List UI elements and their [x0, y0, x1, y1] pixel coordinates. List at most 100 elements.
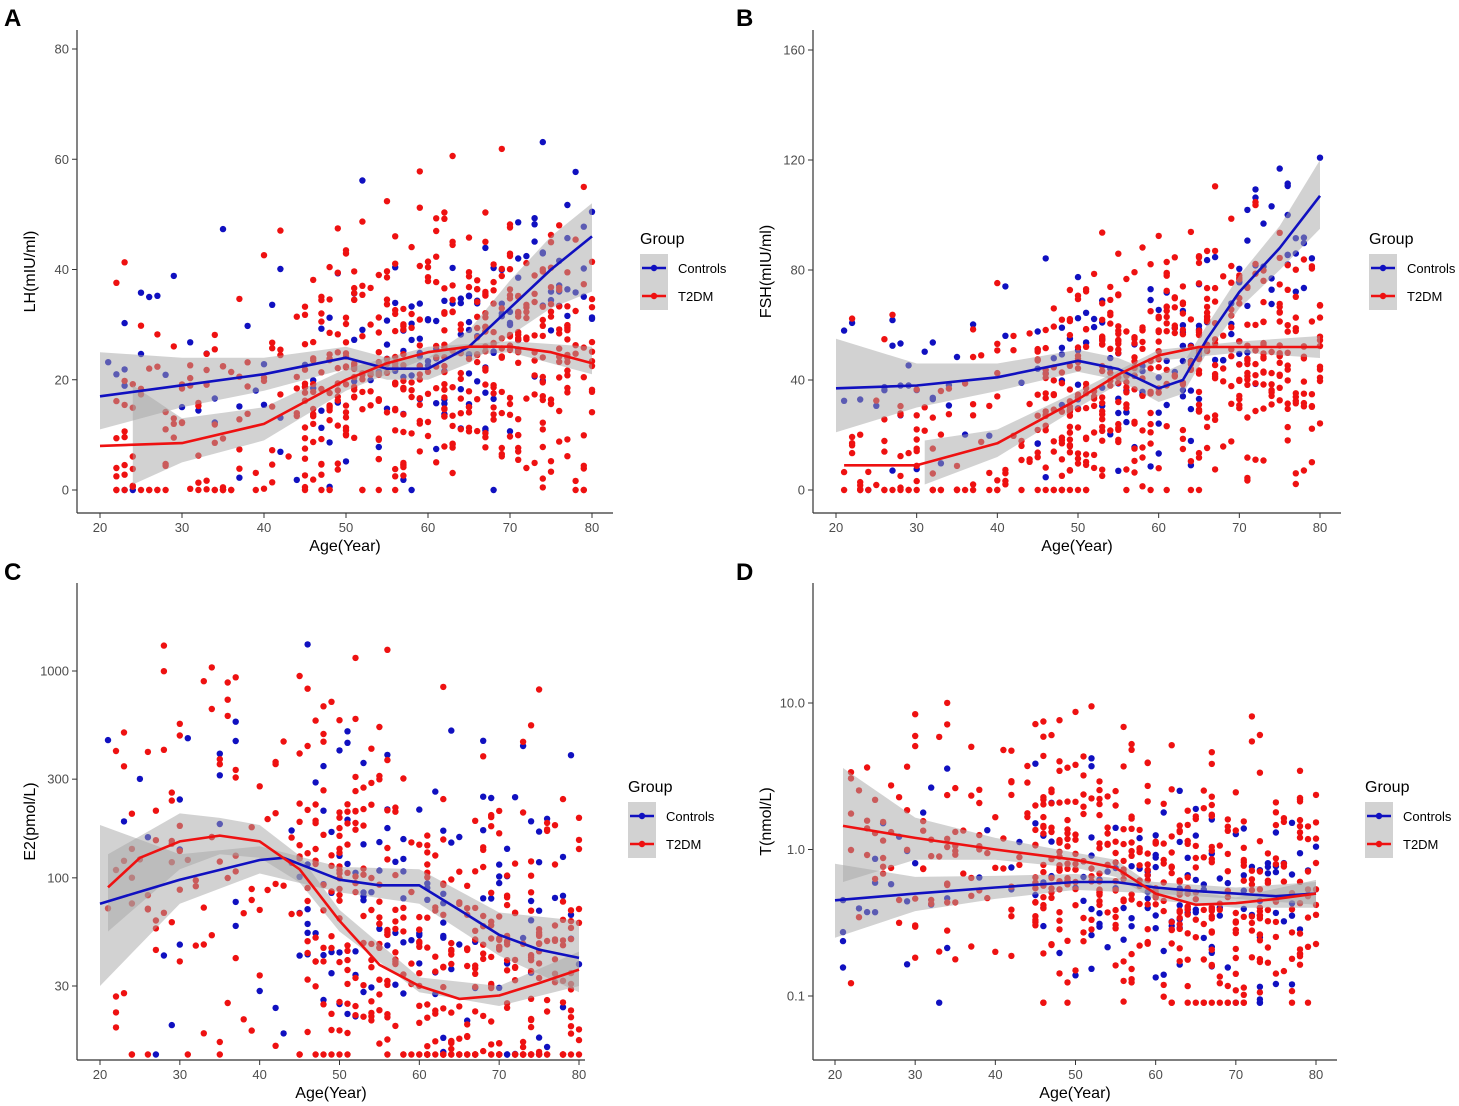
- data-point: [1123, 275, 1130, 283]
- data-point: [310, 410, 317, 418]
- data-point: [1260, 457, 1267, 464]
- data-point: [1176, 787, 1183, 794]
- data-point: [1264, 850, 1272, 857]
- data-point: [1064, 999, 1071, 1006]
- y-tick-label: 80: [55, 42, 69, 57]
- data-point: [1176, 925, 1183, 933]
- data-point: [318, 435, 325, 443]
- data-point: [449, 264, 456, 272]
- data-point: [392, 473, 399, 480]
- x-tick-label: 50: [1068, 1067, 1082, 1082]
- data-point: [383, 341, 391, 348]
- data-point: [384, 751, 391, 759]
- data-point: [416, 960, 423, 967]
- legend-key-point: [1379, 292, 1387, 300]
- data-point: [342, 414, 350, 421]
- data-point: [976, 799, 983, 807]
- data-point: [441, 209, 448, 216]
- data-point: [1171, 254, 1179, 261]
- data-point: [953, 353, 961, 361]
- data-point: [376, 976, 383, 983]
- data-point: [456, 868, 463, 875]
- data-point: [1276, 308, 1283, 316]
- data-point: [968, 792, 975, 799]
- data-point: [301, 303, 309, 310]
- data-point: [1099, 394, 1106, 401]
- data-point: [515, 456, 522, 463]
- data-point: [1144, 872, 1151, 879]
- data-point: [1010, 332, 1017, 340]
- data-point: [1211, 412, 1219, 419]
- data-point: [1066, 286, 1074, 294]
- data-point: [160, 746, 168, 753]
- data-point: [465, 283, 473, 291]
- data-point: [296, 910, 303, 917]
- data-point: [1112, 962, 1119, 969]
- data-point: [1099, 335, 1106, 342]
- data-point: [384, 1011, 391, 1018]
- data-point: [1034, 454, 1041, 461]
- data-point: [1056, 799, 1063, 806]
- data-point: [1304, 868, 1312, 875]
- x-tick-label: 50: [332, 1067, 346, 1082]
- data-point: [564, 389, 571, 396]
- data-point: [1072, 836, 1079, 843]
- data-point: [328, 933, 335, 940]
- data-point: [328, 698, 335, 705]
- data-point: [559, 898, 567, 905]
- data-point: [498, 265, 505, 273]
- data-point: [342, 458, 350, 465]
- data-point: [1224, 879, 1232, 887]
- data-point: [1184, 956, 1191, 963]
- data-point: [457, 295, 464, 302]
- data-point: [1200, 787, 1208, 794]
- y-axis-title: FSH(mIU/ml): [758, 225, 775, 318]
- data-point: [1228, 400, 1235, 407]
- data-point: [464, 945, 471, 952]
- x-tick-label: 80: [1313, 520, 1327, 535]
- data-point: [296, 672, 303, 680]
- y-tick-label: 30: [55, 979, 69, 994]
- data-point: [211, 486, 218, 494]
- data-point: [498, 444, 505, 452]
- data-point: [1312, 835, 1320, 842]
- data-point: [367, 402, 374, 409]
- data-point: [457, 386, 464, 393]
- data-point: [1024, 779, 1031, 786]
- data-point: [1304, 823, 1312, 830]
- data-point: [944, 944, 951, 952]
- data-point: [383, 296, 391, 303]
- data-point: [272, 1042, 279, 1050]
- data-point: [1163, 320, 1170, 327]
- x-tick-label: 50: [339, 520, 353, 535]
- data-point: [1200, 920, 1208, 928]
- data-point: [224, 712, 231, 720]
- data-point: [1224, 868, 1232, 875]
- data-point: [448, 839, 455, 846]
- data-point: [1056, 926, 1063, 933]
- data-point: [464, 962, 471, 970]
- data-point: [1248, 919, 1256, 927]
- data-point: [456, 941, 463, 948]
- data-point: [1211, 298, 1219, 305]
- data-point: [953, 486, 961, 494]
- data-point: [1072, 761, 1079, 768]
- data-point: [969, 321, 977, 328]
- data-point: [1296, 823, 1304, 830]
- data-point: [488, 953, 495, 961]
- data-point: [1096, 778, 1103, 785]
- data-point: [440, 795, 447, 803]
- data-point: [320, 703, 327, 710]
- data-point: [310, 338, 317, 346]
- data-point: [1240, 872, 1248, 879]
- data-point: [1147, 296, 1154, 304]
- data-point: [457, 426, 464, 433]
- data-point: [318, 310, 325, 317]
- data-point: [531, 459, 538, 467]
- data-point: [456, 1035, 463, 1042]
- data-point: [1200, 934, 1208, 942]
- data-point: [342, 427, 350, 434]
- data-point: [1066, 429, 1074, 436]
- data-point: [1144, 798, 1151, 805]
- data-point: [1082, 451, 1090, 458]
